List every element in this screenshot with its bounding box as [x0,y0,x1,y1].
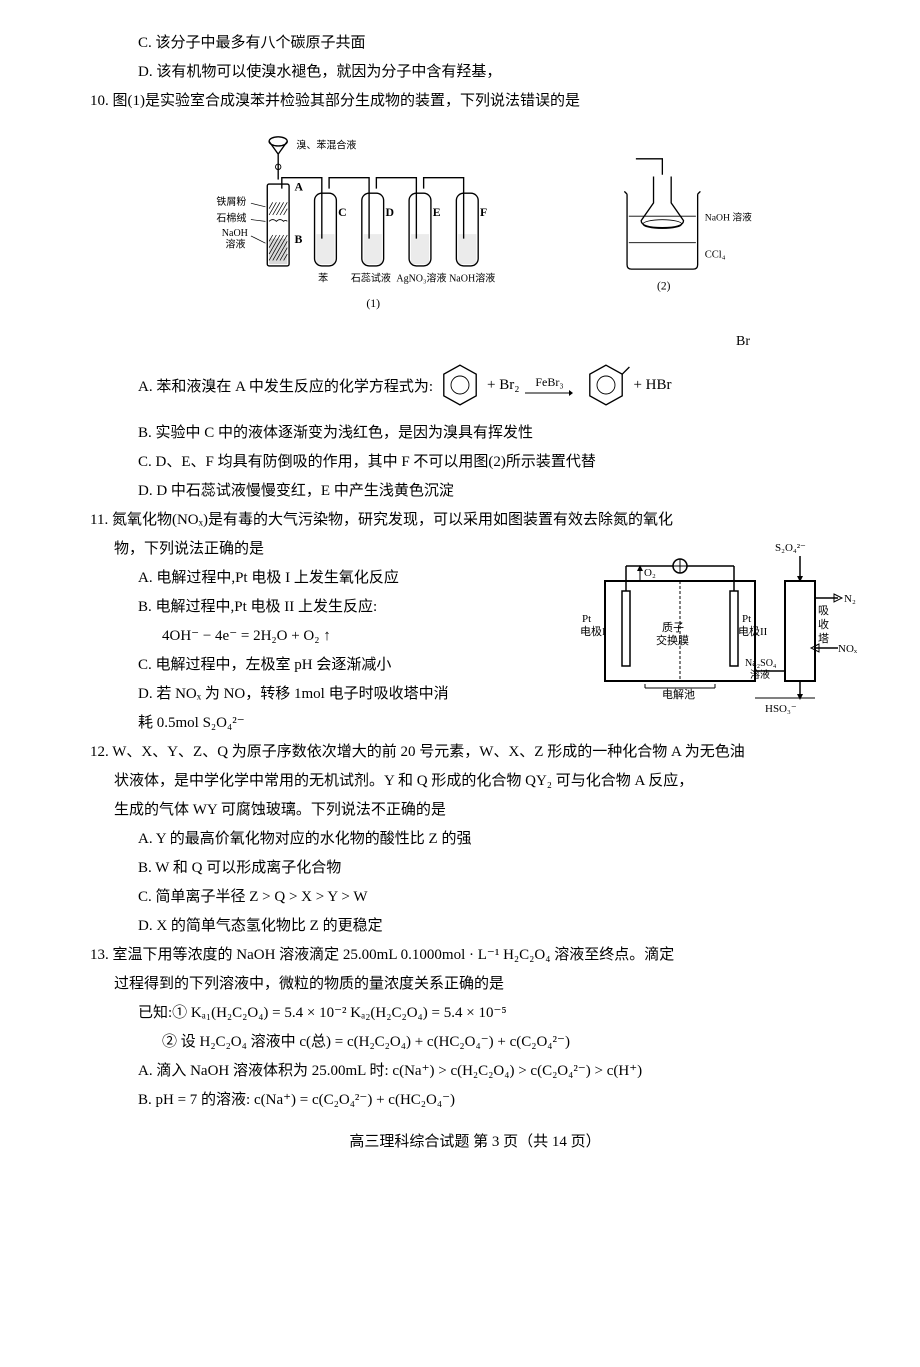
naoh-label-1a: NaOH [222,228,248,239]
naoh-label-1b: 溶液 [225,238,245,251]
nox-label: NOₓ [838,643,858,655]
sol-label: 溶液 [750,668,770,681]
q11-opt-b1: B. 电解过程中,Pt 电极 II 上发生反应: [90,594,564,621]
q12-opt-d: D. X 的简单气态氢化物比 Z 的更稳定 [90,913,860,940]
q11-opt-b2: 4OH⁻ − 4e⁻ = 2H₂O + O₂ ↑ [90,623,564,650]
q9-opt-d: D. 该有机物可以使溴水褪色，就因为分子中含有羟基， [90,59,860,86]
q10-opt-d: D. D 中石蕊试液慢慢变红，E 中产生浅黄色沉淀 [90,478,860,505]
label-B: B [295,232,303,246]
q10-a-hbr: + HBr [633,377,671,394]
label-A: A [295,179,304,193]
naoh2-label: NaOH溶液 [449,271,495,284]
fig1-label: (1) [366,296,380,310]
fig2-label: (2) [657,280,671,292]
q13-stem-1: 13. 室温下用等浓度的 NaOH 溶液滴定 25.00mL 0.1000mol… [90,942,860,969]
litmus-label: 石蕊试液 [351,271,391,284]
mem-label-2: 交换膜 [656,633,689,647]
q10-fig1: 溴、苯混合液 A 铁屑粉 石棉绒 NaOH 溶液 B [190,125,570,330]
q10-opt-b: B. 实验中 C 中的液体逐渐变为浅红色，是因为溴具有挥发性 [90,420,860,447]
q11-stem-1: 11. 氮氧化物(NOₓ)是有毒的大气污染物，研究发现，可以采用如图装置有效去除… [90,507,860,534]
na2so4-label: Na₂SO₄ [745,658,777,669]
funnel-label: 溴、苯混合液 [296,139,356,152]
electrolysis-diagram: 质子 交换膜 Pt 电极I Pt 电极II O₂ 吸 收 塔 S₂O₄²⁻ [580,536,860,716]
q13-known-1: 已知:① Kₐ₁(H₂C₂O₄) = 5.4 × 10⁻² Kₐ₂(H₂C₂O₄… [90,1000,860,1027]
pt1-label-a: Pt [582,613,591,625]
benzene-icon-1 [433,358,487,412]
q10-opt-a: A. 苯和液溴在 A 中发生反应的化学方程式为: + Br₂ FeBr₃ + H… [90,358,860,412]
naoh3-label: NaOH 溶液 [705,211,752,224]
arrow-icon [525,390,573,396]
bromobenzene-icon [579,358,633,412]
q12-opt-b: B. W 和 Q 可以形成离子化合物 [90,855,860,882]
benzene-label: 苯 [318,271,328,284]
q10-fig2: NaOH 溶液 CCl₄ (2) [600,150,760,305]
iron-label: 铁屑粉 [216,195,246,208]
tower-label-1: 吸 [818,605,829,617]
q12-opt-c: C. 简单离子半径 Z > Q > X > Y > W [90,884,860,911]
pt1-label-b: 电极I [580,624,606,638]
q12-stem-1: 12. W、X、Y、Z、Q 为原子序数依次增大的前 20 号元素，W、X、Z 形… [90,739,860,766]
q10-a-febr3: FeBr₃ [535,375,563,390]
label-F: F [480,205,487,219]
q11-opt-a: A. 电解过程中,Pt 电极 I 上发生氧化反应 [90,565,564,592]
q13-known-2: ② 设 H₂C₂O₄ 溶液中 c(总) = c(H₂C₂O₄) + c(HC₂O… [90,1029,860,1056]
q10-opt-c: C. D、E、F 均具有防倒吸的作用，其中 F 不可以用图(2)所示装置代替 [90,449,860,476]
q13-opt-a: A. 滴入 NaOH 溶液体积为 25.00mL 时: c(Na⁺) > c(H… [90,1058,860,1085]
mem-label-1: 质子 [662,621,684,634]
q12-opt-a: A. Y 的最高价氧化物对应的水化物的酸性比 Z 的强 [90,826,860,853]
q12-stem-3: 生成的气体 WY 可腐蚀玻璃。下列说法不正确的是 [90,797,860,824]
ccl4-label: CCl₄ [705,250,726,261]
q11-opt-d1: D. 若 NOₓ 为 NO，转移 1mol 电子时吸收塔中消 [90,681,564,708]
q10-stem: 10. 图(1)是实验室合成溴苯并检验其部分生成物的装置，下列说法错误的是 [90,88,860,115]
q13-opt-b: B. pH = 7 的溶液: c(Na⁺) = c(C₂O₄²⁻) + c(HC… [90,1087,860,1114]
q12-stem-2: 状液体，是中学化学中常用的无机试剂。Y 和 Q 形成的化合物 QY₂ 可与化合物… [90,768,860,795]
tower-label-3: 塔 [818,632,829,645]
s2o4-label: S₂O₄²⁻ [775,542,806,554]
br-top-indicator: Br [90,334,860,350]
label-C: C [338,205,347,219]
label-D: D [385,205,394,219]
q10-a-prefix: A. 苯和液溴在 A 中发生反应的化学方程式为: [138,375,433,396]
q13-stem-2: 过程得到的下列溶液中，微粒的物质的量浓度关系正确的是 [90,971,860,998]
n2-label: N₂ [844,593,856,605]
cell-label: 电解池 [662,687,695,701]
q11-opt-d2: 耗 0.5mol S₂O₄²⁻ [90,710,564,737]
label-E: E [433,205,441,219]
o2-label: O₂ [644,567,656,579]
tower-label-2: 收 [818,617,829,631]
q9-opt-c: C. 该分子中最多有八个碳原子共面 [90,30,860,57]
pt2-label-b: 电极II [738,624,768,638]
q11-stem-2: 物，下列说法正确的是 [90,536,564,563]
hso3-label: HSO₃⁻ [765,703,797,715]
agno3-label: AgNO₃溶液 [396,271,446,284]
apparatus-svg-2: NaOH 溶液 CCl₄ (2) [600,150,760,300]
q11-opt-c: C. 电解过程中，左极室 pH 会逐渐减小 [90,652,564,679]
page-footer: 高三理科综合试题 第 3 页（共 14 页） [90,1130,860,1151]
q10-diagram-container: 溴、苯混合液 A 铁屑粉 石棉绒 NaOH 溶液 B [90,125,860,330]
pt2-label-a: Pt [742,613,751,625]
apparatus-svg-1: 溴、苯混合液 A 铁屑粉 石棉绒 NaOH 溶液 B [190,125,570,325]
q10-a-br2: + Br₂ [487,377,519,394]
wool-label: 石棉绒 [216,211,246,224]
